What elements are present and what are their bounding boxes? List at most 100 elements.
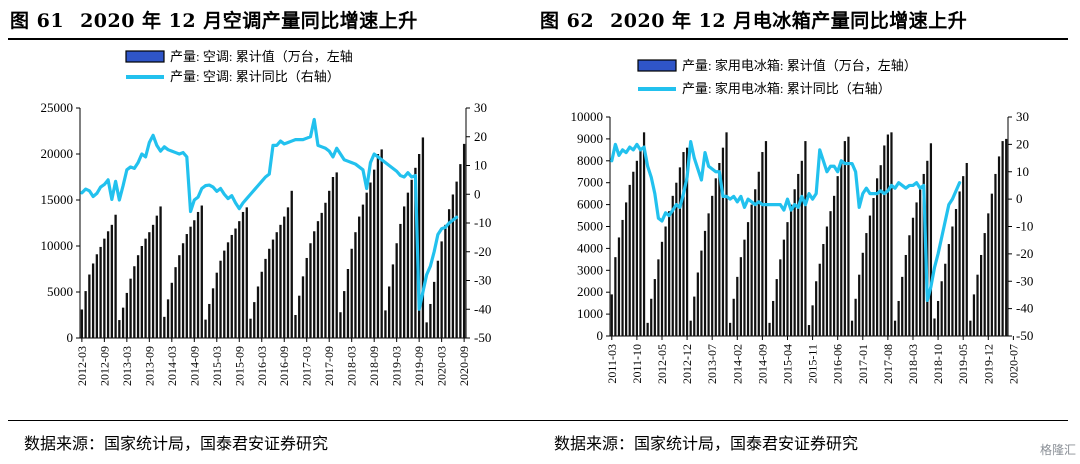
figure-number: 图 61 — [10, 10, 65, 32]
bar-cumulative-value — [140, 246, 143, 338]
x-axis-tick-label: 2014-09 — [187, 346, 201, 386]
bar-cumulative-value — [825, 226, 829, 336]
bar-cumulative-value — [865, 233, 868, 336]
bar-cumulative-value — [99, 246, 102, 338]
bar-cumulative-value — [114, 214, 117, 338]
bar-cumulative-value — [1001, 141, 1004, 336]
figure-number: 图 62 — [540, 10, 595, 32]
right-axis-tick-label: -10 — [1016, 219, 1033, 234]
left-axis-tick-label: 6000 — [577, 197, 603, 212]
bar-cumulative-value — [369, 182, 372, 338]
bar-cumulative-value — [84, 291, 87, 338]
legend-bar-swatch — [637, 59, 677, 72]
bar-cumulative-value — [954, 208, 958, 336]
bar-cumulative-value — [840, 160, 843, 336]
bar-cumulative-value — [417, 154, 421, 338]
bar-cumulative-value — [772, 300, 775, 336]
bar-cumulative-value — [829, 211, 832, 336]
right-axis-tick-label: -40 — [1016, 301, 1033, 316]
bar-cumulative-value — [958, 191, 961, 336]
bar-cumulative-value — [440, 241, 443, 338]
bar-cumulative-value — [181, 243, 185, 338]
bar-cumulative-value — [936, 300, 940, 336]
bar-cumulative-value — [775, 279, 778, 336]
x-axis-tick-label: 2012-12 — [680, 344, 694, 384]
bar-cumulative-value — [671, 195, 674, 336]
bar-cumulative-value — [110, 224, 114, 338]
bar-cumulative-value — [610, 294, 613, 336]
left-axis-tick-label: 9000 — [577, 131, 603, 146]
bar-cumulative-value — [193, 220, 196, 338]
bar-cumulative-value — [399, 223, 402, 338]
right-axis-tick-label: 10 — [1016, 164, 1029, 179]
bar-cumulative-value — [275, 232, 278, 338]
x-axis-tick-label: 2016-03 — [255, 346, 269, 386]
right-axis-tick-label: -10 — [474, 215, 491, 230]
right-axis-tick-label: 0 — [474, 186, 481, 201]
bar-cumulative-value — [455, 181, 458, 338]
right-axis-tick-label: 30 — [474, 100, 487, 115]
bar-cumulative-value — [373, 169, 376, 338]
right-axis-tick-label: -20 — [1016, 246, 1033, 261]
bar-cumulative-value — [414, 167, 417, 338]
bar-cumulative-value — [234, 228, 237, 338]
bar-cumulative-value — [260, 271, 263, 338]
bar-cumulative-value — [208, 303, 211, 338]
x-axis-tick-label: 2018-10 — [931, 344, 945, 384]
bar-cumulative-value — [320, 212, 323, 338]
left-axis-tick-label: 5000 — [47, 284, 73, 299]
bar-cumulative-value — [858, 274, 861, 336]
bar-cumulative-value — [358, 216, 361, 338]
bar-cumulative-value — [987, 213, 990, 336]
bar-cumulative-value — [642, 132, 646, 336]
bar-cumulative-value — [693, 296, 696, 336]
bar-cumulative-value — [163, 316, 166, 338]
bar-cumulative-value — [818, 263, 821, 336]
bar-cumulative-value — [994, 173, 997, 336]
bar-cumulative-value — [764, 141, 768, 336]
fridge-production-chart: 产量: 家用电冰箱: 累计值（万台，左轴） 产量: 家用电冰箱: 累计同比（右轴）… — [571, 58, 1034, 384]
bar-cumulative-value — [403, 206, 406, 338]
bar-cumulative-value — [256, 286, 260, 338]
bar-cumulative-value — [189, 226, 192, 338]
bar-cumulative-value — [743, 239, 746, 336]
bar-cumulative-value — [782, 239, 786, 336]
bar-cumulative-value — [768, 322, 771, 336]
bar-cumulative-value — [88, 274, 91, 338]
bar-cumulative-value — [350, 248, 353, 338]
bar-cumulative-value — [144, 238, 147, 338]
bar-cumulative-value — [614, 257, 617, 336]
bar-cumulative-value — [200, 205, 203, 338]
bar-cumulative-value — [657, 259, 660, 336]
figure-62-panel: 图 62 2020 年 12 月电冰箱产量同比增速上升 产量: 家用电冰箱: 累计… — [538, 0, 1068, 464]
left-axis-tick-label: 0 — [67, 330, 74, 345]
bar-cumulative-value — [178, 255, 181, 338]
figure-title-text: 2020 年 12 月电冰箱产量同比增速上升 — [610, 10, 968, 32]
x-axis-tick-label: 2013-07 — [705, 344, 719, 384]
bar-cumulative-value — [843, 141, 846, 336]
bar-cumulative-value — [249, 318, 252, 338]
bar-cumulative-value — [883, 145, 886, 336]
bar-cumulative-value — [632, 171, 635, 336]
x-axis-tick-label: 2012-05 — [655, 344, 669, 384]
x-axis-tick-label: 2015-04 — [780, 344, 794, 384]
bar-cumulative-value — [847, 136, 850, 336]
bar-cumulative-value — [811, 305, 814, 336]
bar-cumulative-value — [876, 178, 879, 336]
x-axis-tick-label: 2017-03 — [300, 346, 314, 386]
bar-cumulative-value — [732, 298, 735, 336]
left-axis-tick-label: 1000 — [577, 306, 603, 321]
bar-cumulative-value — [947, 244, 950, 336]
bar-cumulative-value — [339, 312, 342, 338]
bar-cumulative-value — [388, 286, 391, 338]
bar-cumulative-value — [95, 254, 99, 338]
bar-cumulative-value — [133, 266, 136, 338]
x-axis-tick-label: 2016-06 — [831, 344, 845, 384]
bar-cumulative-value — [459, 164, 462, 338]
bar-cumulative-value — [700, 250, 703, 336]
left-axis-tick-label: 10000 — [41, 238, 74, 253]
bar-cumulative-value — [211, 288, 215, 338]
left-axis-tick-label: 7000 — [577, 175, 603, 190]
bar-cumulative-value — [328, 190, 331, 338]
bar-cumulative-value — [646, 322, 649, 336]
